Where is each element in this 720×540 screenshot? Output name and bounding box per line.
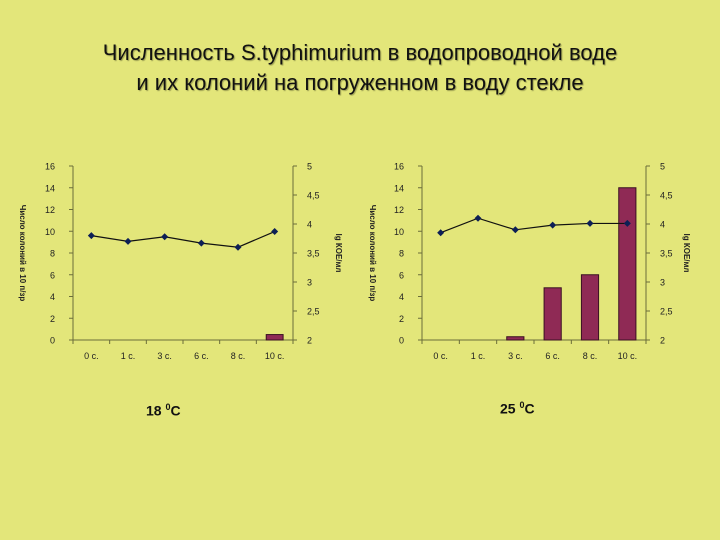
bar-colonies (580, 274, 600, 341)
right-axis-tick-label: 4,5 (660, 191, 673, 201)
right-axis-tick-label: 5 (307, 162, 312, 172)
line-point-marker (234, 243, 242, 251)
bar-colonies (265, 334, 284, 341)
caption-25c: 25 0С (500, 400, 535, 417)
left-axis-tick-label: 16 (45, 162, 55, 172)
line-point-marker (124, 237, 132, 245)
x-axis-tick-label: 10 с. (265, 351, 285, 361)
caption-25c-unit: С (524, 400, 535, 417)
bar-colonies (506, 336, 525, 341)
left-axis-tick-label: 12 (394, 205, 404, 215)
right-axis-tick-label: 3 (660, 278, 665, 288)
left-axis-tick-label: 8 (399, 249, 404, 259)
line-point-marker (161, 233, 169, 241)
left-axis-tick-label: 12 (45, 205, 55, 215)
x-axis-tick-label: 3 с. (508, 351, 523, 361)
x-axis-tick-label: 0 с. (84, 351, 99, 361)
line-point-marker (197, 239, 205, 247)
x-axis-tick-label: 10 с. (618, 351, 638, 361)
chart-25c: 0 2 4 6 8 10 12 14 16 2 2,5 3 3,5 4 4,5 5 0 с. 1 с. 3 с. 6 … (368, 162, 691, 362)
x-axis-tick-label: 8 с. (583, 351, 598, 361)
caption-18c-degree: 0 (165, 402, 171, 412)
caption-25c-degree: 0 (519, 400, 525, 410)
slide-title: Численность S.typhimurium в водопроводно… (0, 38, 720, 98)
line-point-marker (87, 232, 95, 240)
slide-title-line-1: Численность S.typhimurium в водопроводно… (102, 40, 618, 65)
caption-25c-value: 25 (500, 400, 516, 417)
line-point-marker (623, 219, 631, 227)
left-axis-tick-label: 4 (50, 292, 55, 302)
caption-18c-unit: С (170, 402, 181, 419)
left-axis-tick-label: 4 (399, 292, 404, 302)
left-axis-tick-label: 14 (394, 183, 404, 193)
right-axis-tick-label: 3,5 (660, 249, 673, 259)
line-series-lg-cfu (440, 217, 628, 234)
x-axis-tick-label: 0 с. (433, 351, 448, 361)
left-axis-tick-label: 16 (394, 162, 404, 172)
bar-colonies (543, 287, 562, 341)
line-point-marker (549, 221, 557, 229)
right-axis-title: lg КОЕ/мл (334, 234, 343, 273)
line-point-marker (271, 228, 279, 236)
right-axis-tick-label: 3 (307, 278, 312, 288)
left-axis-tick-label: 2 (50, 314, 55, 324)
right-axis-tick-label: 2 (660, 336, 665, 346)
right-axis-tick-label: 2,5 (307, 307, 320, 317)
left-axis-tick-label: 0 (399, 336, 404, 346)
left-axis-title: Число колоний в 10 п/зр (18, 205, 27, 302)
left-axis-tick-label: 6 (50, 270, 55, 280)
caption-18c: 18 0С (146, 402, 181, 419)
line-point-marker (474, 214, 482, 222)
chart-18c: 0 2 4 6 8 10 12 14 16 2 2,5 3 3,5 4 4,5 5 0 с. 1 с. 3 с. 6 … (18, 162, 343, 362)
line-point-marker (437, 229, 445, 237)
right-axis-title: lg КОЕ/мл (682, 234, 691, 273)
right-axis-tick-label: 2,5 (660, 307, 673, 317)
left-axis-title: Число колоний в 10 п/зр (368, 205, 377, 302)
left-axis-tick-label: 8 (50, 249, 55, 259)
right-axis-tick-label: 2 (307, 336, 312, 346)
caption-18c-value: 18 (146, 402, 162, 419)
right-axis-tick-label: 5 (660, 162, 665, 172)
left-axis-tick-label: 10 (45, 227, 55, 237)
x-axis-tick-label: 8 с. (231, 351, 246, 361)
left-axis-tick-label: 0 (50, 336, 55, 346)
x-axis-tick-label: 1 с. (121, 351, 136, 361)
right-axis-tick-label: 4 (660, 220, 665, 230)
line-point-marker (586, 219, 594, 227)
left-axis-tick-label: 6 (399, 270, 404, 280)
x-axis-tick-label: 3 с. (157, 351, 172, 361)
slide-title-line-2: и их колоний на погруженном в воду стекл… (136, 70, 584, 95)
left-axis-tick-label: 10 (394, 227, 404, 237)
right-axis-tick-label: 4 (307, 220, 312, 230)
x-axis-tick-label: 6 с. (194, 351, 209, 361)
line-series-lg-cfu (91, 230, 275, 248)
x-axis-tick-label: 6 с. (545, 351, 560, 361)
x-axis-tick-label: 1 с. (471, 351, 486, 361)
bar-colonies (618, 187, 637, 341)
right-axis-tick-label: 4,5 (307, 191, 320, 201)
left-axis-tick-label: 2 (399, 314, 404, 324)
right-axis-tick-label: 3,5 (307, 249, 320, 259)
line-point-marker (511, 226, 519, 234)
left-axis-tick-label: 14 (45, 183, 55, 193)
